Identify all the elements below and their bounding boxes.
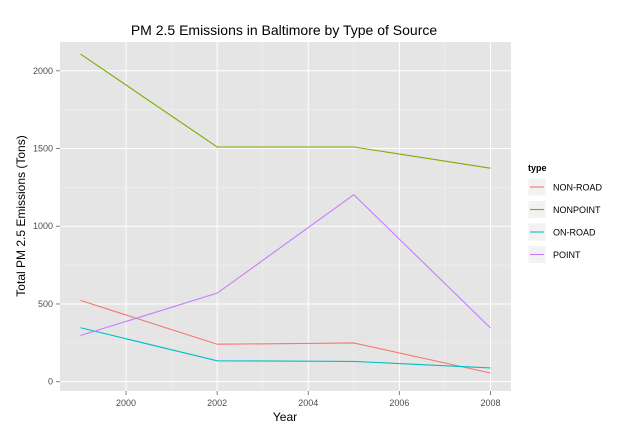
- y-axis-title: Total PM 2.5 Emissions (Tons): [14, 135, 28, 296]
- y-tick-label: 1500: [33, 143, 53, 153]
- legend-label-nonpoint: NONPOINT: [553, 205, 601, 215]
- x-tick-label: 2008: [480, 398, 500, 408]
- series-lines: [80, 53, 491, 374]
- x-tick-label: 2002: [207, 398, 227, 408]
- plot-panel: [60, 42, 511, 391]
- x-tick-label: 2000: [116, 398, 136, 408]
- legend: type NON-ROAD NONPOINT ON-ROAD POINT: [527, 163, 602, 264]
- legend-label-on-road: ON-ROAD: [553, 228, 596, 238]
- legend-label-non-road: NON-ROAD: [553, 183, 602, 193]
- y-tick-label: 1000: [33, 221, 53, 231]
- chart-title: PM 2.5 Emissions in Baltimore by Type of…: [131, 22, 438, 38]
- series-line-point: [80, 194, 491, 337]
- legend-items: NON-ROAD NONPOINT ON-ROAD POINT: [527, 177, 602, 264]
- y-tick-label: 0: [48, 377, 53, 387]
- x-tick-label: 2006: [389, 398, 409, 408]
- legend-label-point: POINT: [553, 250, 581, 260]
- series-line-nonpoint: [80, 53, 491, 169]
- major-gridlines: [60, 42, 511, 391]
- minor-gridlines: [60, 42, 511, 391]
- x-axis-title: Year: [273, 410, 297, 424]
- y-tick-labels: 0 500 1000 1500 2000: [33, 66, 53, 387]
- x-tick-label: 2004: [298, 398, 318, 408]
- series-line-non-road: [80, 299, 491, 374]
- axis-ticks: [56, 70, 491, 395]
- y-tick-label: 500: [38, 299, 53, 309]
- series-line-on-road: [80, 327, 491, 369]
- x-tick-labels: 2000 2002 2004 2006 2008: [116, 398, 500, 408]
- y-tick-label: 2000: [33, 66, 53, 76]
- legend-title: type: [528, 163, 547, 173]
